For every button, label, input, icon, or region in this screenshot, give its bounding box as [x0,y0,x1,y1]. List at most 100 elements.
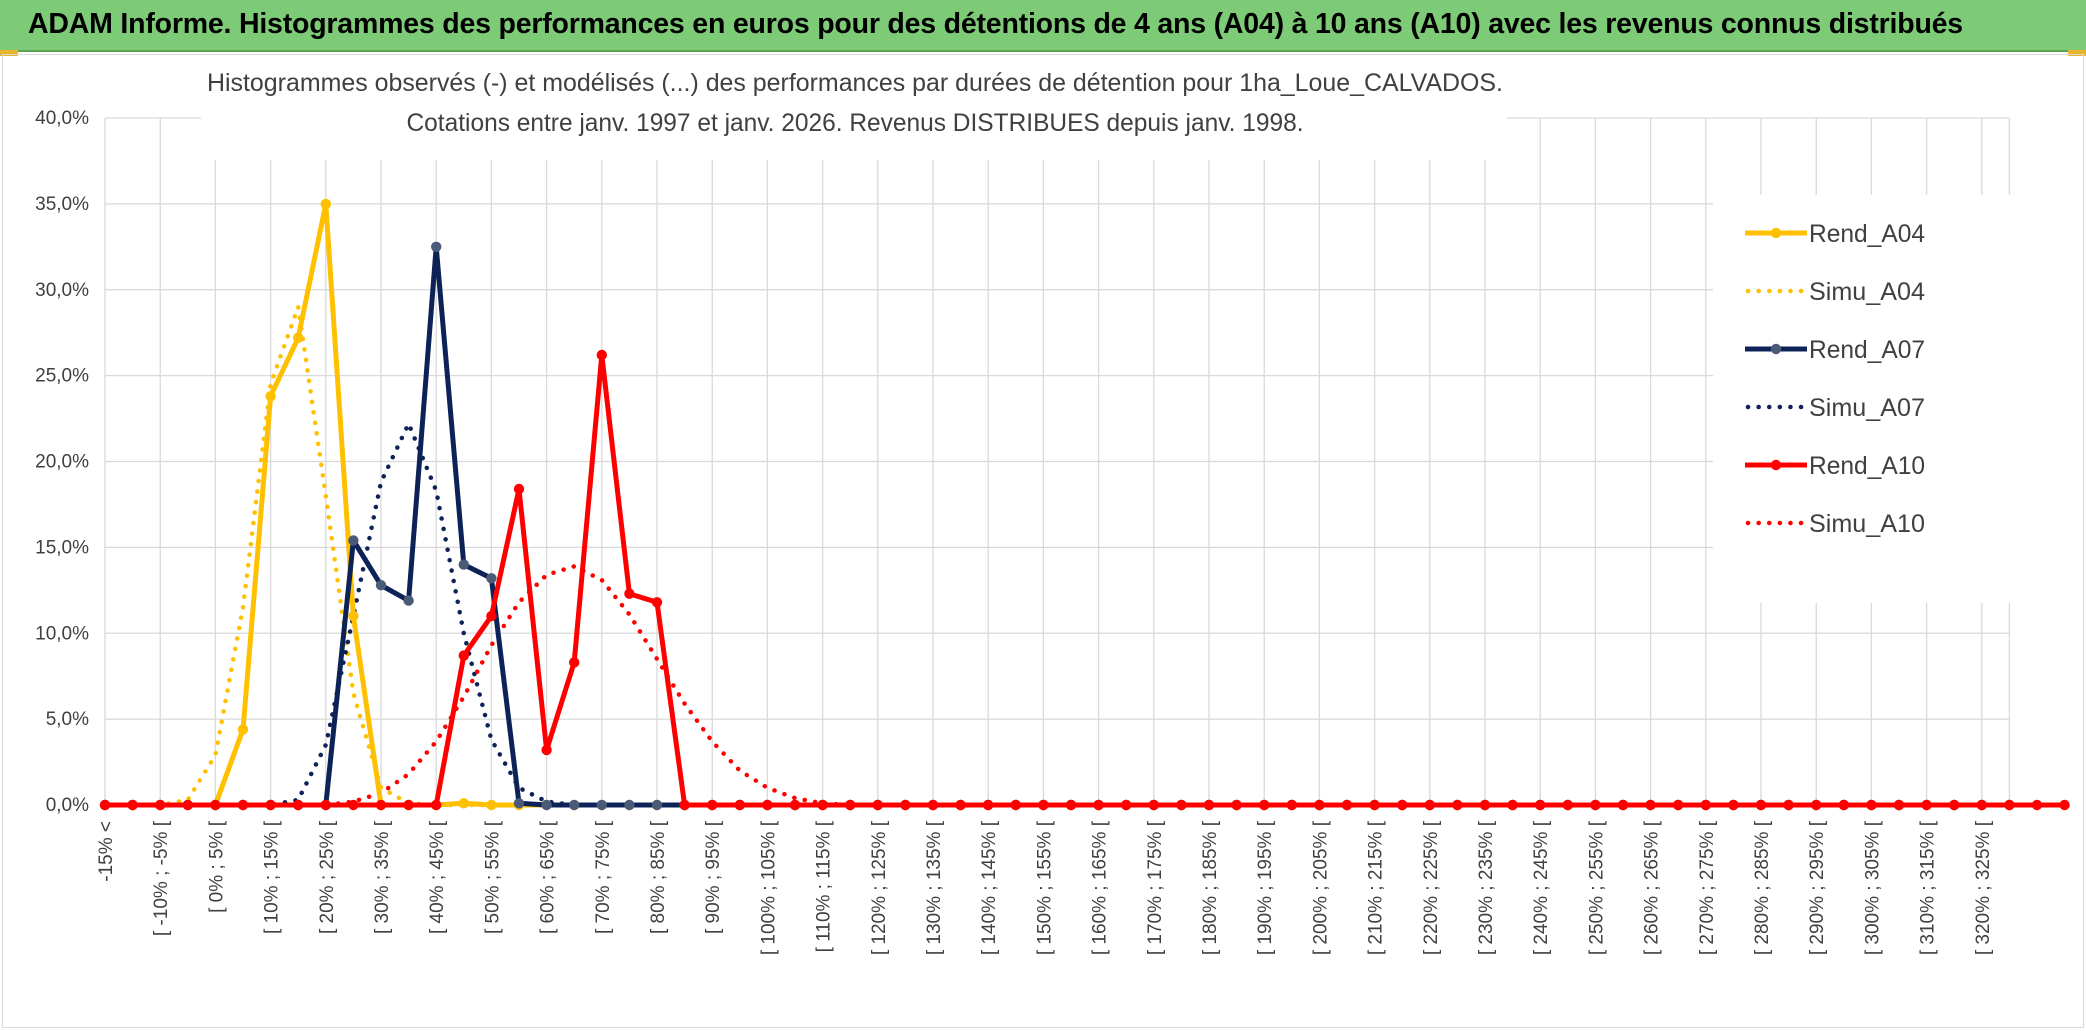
data-point [762,799,773,811]
y-tick-label: 15,0% [35,537,89,558]
y-tick-label: 25,0% [35,366,89,387]
legend-marker [1770,459,1782,471]
data-point [403,799,414,811]
data-point [789,799,801,811]
data-point [569,657,580,668]
data-point [1093,799,1104,811]
y-tick-label: 0,0% [46,795,89,816]
x-tick-label: [ 260% ; 265% [ [1642,820,1663,955]
legend-entry-Simu_A04: Simu_A04 [1745,278,1925,306]
legend-entry-Rend_A07: Rend_A07 [1745,336,1925,364]
x-tick-label: [ 40% ; 45% [ [427,820,448,934]
data-point [1203,799,1215,811]
data-point [569,799,580,811]
data-point [1121,799,1132,811]
y-axis-ticks: 0,0% 5,0% 10,0% 15,0% 20,0% 25,0% 30,0% 35,0% 40… [35,108,89,816]
x-tick-label: [ 190% ; 195% [ [1255,820,1276,955]
data-point [707,799,718,811]
x-tick-label: [ 200% ; 205% [ [1310,820,1331,955]
data-point [927,799,939,811]
y-tick-label: 35,0% [35,194,89,215]
legend-entry-Simu_A07: Simu_A07 [1745,394,1925,422]
data-point [513,798,525,809]
x-tick-label: [ 280% ; 285% [ [1752,820,1773,955]
data-point [1341,799,1353,811]
data-point [486,799,497,811]
data-point [983,799,994,811]
x-tick-label: [ 100% ; 105% [ [758,820,779,955]
legend-label: Simu_A10 [1809,510,1925,538]
chart-frame: 0,0% 5,0% 10,0% 15,0% 20,0% 25,0% 30,0% 35,0% 40… [2,54,2084,1028]
data-point [624,799,635,811]
legend-marker [1770,227,1782,239]
data-point [817,799,828,811]
y-tick-label: 20,0% [35,452,89,473]
legend-entry-Rend_A04: Rend_A04 [1745,220,1925,248]
x-tick-label: [ 10% ; 15% [ [262,820,283,934]
data-point [1893,799,1905,811]
data-point [348,535,359,546]
data-point [1673,799,1684,811]
x-tick-label: [ 70% ; 75% [ [593,820,614,934]
data-point [403,595,414,606]
data-point [1424,799,1436,811]
data-point [375,580,387,591]
data-point [1562,799,1574,811]
legend-label: Simu_A07 [1809,394,1925,422]
x-tick-label: -15% < [96,821,117,882]
x-tick-label: [ 150% ; 155% [ [1034,820,1055,955]
x-tick-label: [ 130% ; 135% [ [924,820,945,955]
x-tick-label: [ 0% ; 5% [ [206,820,227,913]
histogram-chart: 0,0% 5,0% 10,0% 15,0% 20,0% 25,0% 30,0% 35,0% 40… [35,57,2070,955]
data-point [155,799,166,811]
title-backdrop [201,57,1507,160]
legend-label: Simu_A04 [1809,278,1925,306]
data-point [1065,799,1077,811]
x-tick-label: [ 60% ; 65% [ [538,820,559,934]
data-point [1783,799,1794,811]
data-point [182,799,193,811]
data-point [458,559,469,570]
data-point [1617,799,1629,811]
x-tick-label: [ 320% ; 325% [ [1973,820,1994,955]
x-tick-label: [ 170% ; 175% [ [1145,820,1166,955]
data-point [237,799,249,811]
data-point [1176,799,1187,811]
x-tick-label: [ 80% ; 85% [ [648,820,669,934]
data-point [2031,799,2043,811]
series-Rend_A10 [99,349,2070,811]
x-tick-label: [ 180% ; 185% [ [1200,820,1221,955]
data-point [596,799,607,811]
data-point [99,799,111,811]
x-tick-label: [ 250% ; 255% [ [1586,820,1607,955]
data-point [265,799,276,811]
data-point [1838,799,1850,811]
data-point [1535,799,1546,811]
data-point [651,597,663,608]
data-point [1038,799,1049,811]
x-tick-label: [ 230% ; 235% [ [1476,820,1497,955]
legend-marker [1770,343,1782,355]
data-point [1866,799,1877,811]
data-point [2004,799,2015,811]
series-line [102,421,2012,808]
corner-accent-right [2068,50,2086,56]
x-tick-label: [ 120% ; 125% [ [869,820,890,955]
data-point [320,198,331,210]
data-point [210,799,221,811]
data-point [486,610,497,622]
series-Simu_A07 [102,421,2012,808]
data-point [1728,799,1739,811]
data-point [845,799,856,811]
data-point [1148,799,1160,811]
banner-title: ADAM Informe. Histogrammes des performan… [28,8,1963,40]
x-tick-label: [ 30% ; 35% [ [372,820,393,934]
data-point [348,799,359,811]
data-point [431,241,442,252]
data-point [431,799,442,811]
data-point [458,650,469,661]
data-point [1259,799,1270,811]
data-point [1314,799,1325,811]
chart-title-line: Cotations entre janv. 1997 et janv. 2026… [407,109,1304,137]
data-point [1010,799,1021,811]
